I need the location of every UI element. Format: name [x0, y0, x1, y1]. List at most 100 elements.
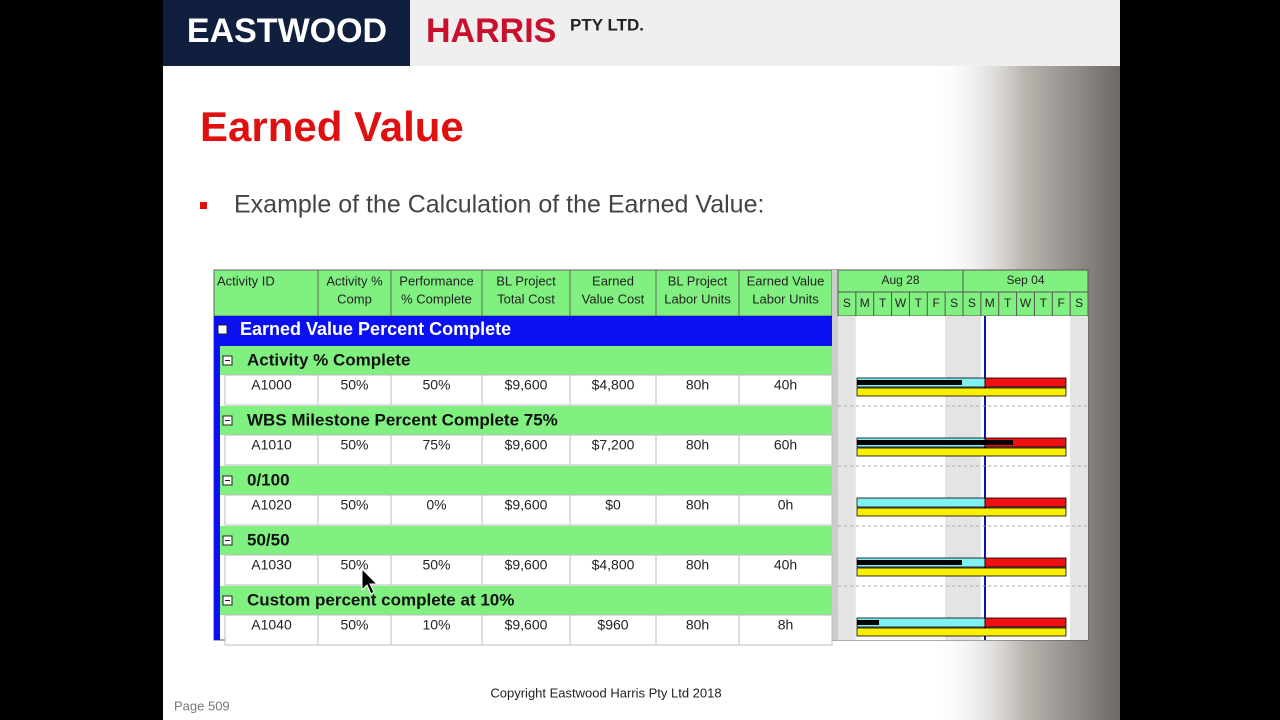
cell-value: 80h	[686, 497, 709, 513]
section-bg	[220, 406, 832, 435]
day-label: W	[1020, 296, 1032, 310]
cell	[390, 374, 483, 406]
bar-remaining	[984, 557, 1067, 568]
weekday-shade	[927, 316, 946, 640]
slide-title: Earned Value	[200, 103, 464, 150]
cell	[569, 554, 657, 586]
column-header: Labor Units	[752, 291, 819, 306]
cell	[655, 554, 740, 586]
section-title: WBS Milestone Percent Complete 75%	[247, 410, 558, 429]
cell-value: 80h	[686, 557, 709, 573]
cell-value: 0h	[778, 497, 794, 513]
bar-remaining	[984, 377, 1067, 388]
column-header: Comp	[337, 291, 372, 306]
cell-value: 50%	[340, 617, 368, 633]
cell	[390, 614, 483, 646]
cell-value: $7,200	[592, 437, 635, 453]
cell-value: 50%	[340, 557, 368, 573]
activity-table: Activity ID Activity % Comp Performance % Co…	[213, 269, 1089, 646]
bullet-text: Example of the Calculation of the Earned…	[234, 191, 764, 219]
weekday-shade	[855, 316, 874, 640]
cell	[738, 614, 833, 646]
cell-value: $960	[597, 617, 628, 633]
cell	[481, 434, 571, 466]
cell-value: $9,600	[505, 497, 548, 513]
weekday-shade	[909, 316, 928, 640]
cell-value: 40h	[774, 377, 797, 393]
cell	[569, 494, 657, 526]
cell-value: 80h	[686, 617, 709, 633]
cell	[738, 494, 833, 526]
brand-main: EASTWOOD	[187, 12, 387, 50]
section-title: 50/50	[247, 530, 290, 549]
column-header: BL Project	[668, 273, 728, 288]
cell	[655, 374, 740, 406]
weekday-shade	[980, 316, 999, 640]
cell-value: 50%	[340, 497, 368, 513]
day-label: T	[915, 296, 923, 310]
cell	[569, 614, 657, 646]
cell	[224, 614, 319, 646]
cell-value: A1040	[251, 617, 292, 633]
cell	[317, 494, 392, 526]
cell-value: $4,800	[592, 557, 635, 573]
cell	[738, 434, 833, 466]
cell-value: 10%	[422, 617, 450, 633]
column-header: Total Cost	[497, 291, 555, 306]
bar-baseline	[856, 567, 1067, 577]
section-bg	[220, 346, 832, 375]
cell	[224, 554, 319, 586]
group-bg	[214, 316, 832, 346]
cell-value: 80h	[686, 377, 709, 393]
bar-remaining-done	[856, 497, 986, 508]
cell-value: A1020	[251, 497, 292, 513]
section-bg	[220, 586, 832, 615]
weekday-shade	[1052, 316, 1071, 640]
weekend-shade	[963, 316, 981, 640]
day-label: F	[1058, 296, 1065, 310]
collapse-box	[217, 324, 228, 335]
cell-value: $9,600	[505, 377, 548, 393]
cell-value: 0%	[426, 497, 446, 513]
cell	[390, 554, 483, 586]
week-label: Sep 04	[1006, 273, 1044, 287]
cell-value: 75%	[422, 437, 450, 453]
splitter	[832, 270, 838, 640]
weekend-shade	[1070, 316, 1088, 640]
bar-progress	[857, 380, 962, 385]
column-header: Performance	[399, 273, 473, 288]
section-bg	[220, 466, 832, 495]
cell-value: $9,600	[505, 617, 548, 633]
day-label: S	[968, 296, 976, 310]
weekday-shade	[891, 316, 910, 640]
cell	[224, 494, 319, 526]
weekend-shade	[838, 316, 856, 640]
bar-progress	[857, 560, 962, 565]
brand-suffix: PTY LTD.	[570, 15, 644, 34]
cell	[317, 374, 392, 406]
column-header: Earned Value	[747, 273, 825, 288]
cell-value: 8h	[778, 617, 794, 633]
cell-value: 50%	[340, 437, 368, 453]
cell	[738, 374, 833, 406]
cell-value: 50%	[340, 377, 368, 393]
day-label: W	[895, 296, 907, 310]
column-header: Earned	[592, 273, 634, 288]
section-title: Activity % Complete	[247, 350, 410, 369]
cell-value: A1000	[251, 377, 292, 393]
bullet-mark	[200, 202, 207, 209]
cell-value: $9,600	[505, 557, 548, 573]
cell-value: 60h	[774, 437, 797, 453]
section-title: 0/100	[247, 470, 290, 489]
cell-value: 80h	[686, 437, 709, 453]
day-label: M	[985, 296, 995, 310]
logo-box	[163, 0, 410, 66]
cell-value: $4,800	[592, 377, 635, 393]
day-label: S	[843, 296, 851, 310]
column-header: Labor Units	[664, 291, 731, 306]
cell	[224, 374, 319, 406]
weekday-shade	[998, 316, 1017, 640]
copyright: Copyright Eastwood Harris Pty Ltd 2018	[490, 685, 721, 700]
cell-value: A1030	[251, 557, 292, 573]
